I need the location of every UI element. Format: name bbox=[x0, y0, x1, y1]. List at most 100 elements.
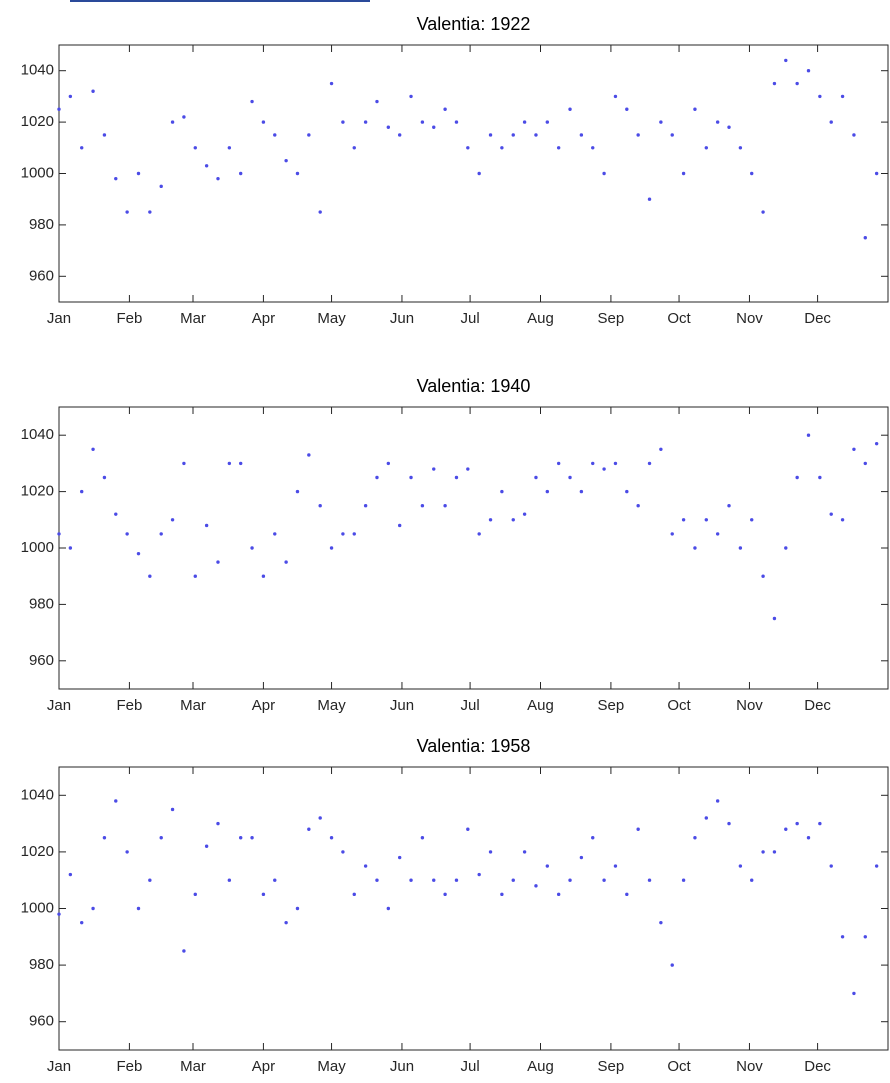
data-point bbox=[204, 844, 209, 848]
y-tick-label: 1020 bbox=[21, 113, 54, 130]
data-point bbox=[659, 120, 663, 124]
data-point bbox=[375, 878, 379, 882]
data-point bbox=[284, 920, 288, 925]
data-point bbox=[295, 489, 300, 494]
x-tick-label: Jul bbox=[460, 1058, 479, 1075]
data-point bbox=[250, 546, 254, 550]
data-point bbox=[295, 906, 300, 911]
x-tick-label: Dec bbox=[804, 310, 831, 327]
data-point bbox=[613, 94, 618, 99]
data-point bbox=[591, 146, 595, 150]
data-point bbox=[806, 836, 811, 840]
data-point bbox=[420, 504, 425, 508]
data-point bbox=[375, 475, 379, 480]
data-point bbox=[647, 878, 652, 882]
data-point bbox=[102, 836, 107, 840]
data-point bbox=[136, 906, 141, 911]
x-tick-label: Jun bbox=[390, 310, 414, 327]
x-tick-label: Jul bbox=[460, 697, 479, 714]
data-point bbox=[375, 99, 379, 104]
data-point bbox=[750, 171, 754, 176]
data-point bbox=[466, 146, 470, 150]
data-point bbox=[829, 864, 833, 868]
data-point bbox=[784, 546, 788, 550]
data-point bbox=[57, 107, 61, 111]
y-tick-label: 960 bbox=[29, 267, 54, 284]
data-point bbox=[466, 467, 470, 471]
data-point bbox=[397, 855, 402, 860]
data-point bbox=[863, 236, 867, 240]
data-point bbox=[625, 892, 629, 897]
data-point bbox=[625, 489, 629, 494]
data-point bbox=[352, 532, 356, 536]
data-point bbox=[511, 518, 515, 522]
x-tick-label: May bbox=[317, 310, 346, 327]
data-point bbox=[261, 892, 266, 897]
data-point bbox=[432, 878, 436, 882]
data-point bbox=[363, 864, 368, 868]
data-point bbox=[818, 821, 822, 826]
data-point bbox=[318, 504, 322, 508]
data-point bbox=[874, 441, 879, 446]
x-tick-label: Jan bbox=[47, 310, 71, 327]
x-tick-label: Jun bbox=[390, 697, 414, 714]
data-point bbox=[477, 532, 481, 536]
data-point bbox=[556, 146, 561, 150]
x-tick-label: Feb bbox=[116, 697, 142, 714]
data-point bbox=[704, 816, 709, 820]
data-point bbox=[795, 821, 799, 826]
data-point bbox=[829, 120, 833, 124]
data-point bbox=[863, 461, 867, 466]
data-point bbox=[238, 171, 243, 176]
data-point bbox=[68, 872, 73, 877]
data-point bbox=[159, 184, 163, 189]
data-point bbox=[114, 512, 118, 516]
data-point bbox=[840, 94, 845, 99]
data-point bbox=[170, 120, 175, 124]
data-point bbox=[261, 120, 266, 124]
data-point bbox=[534, 475, 538, 480]
y-tick-label: 980 bbox=[29, 956, 54, 973]
data-point bbox=[386, 125, 391, 129]
data-point bbox=[829, 512, 833, 516]
data-point bbox=[148, 878, 152, 882]
data-point bbox=[307, 133, 311, 137]
x-tick-label: Apr bbox=[252, 310, 275, 327]
data-point bbox=[273, 133, 277, 137]
x-tick-label: Dec bbox=[804, 697, 831, 714]
data-point bbox=[159, 532, 163, 536]
data-point bbox=[114, 176, 118, 181]
data-point bbox=[704, 146, 709, 150]
x-tick-label: Mar bbox=[180, 697, 206, 714]
data-point bbox=[352, 892, 356, 897]
chart-title: Valentia: 1958 bbox=[417, 736, 531, 756]
data-point bbox=[636, 827, 640, 831]
data-point bbox=[534, 133, 538, 137]
data-point bbox=[545, 489, 550, 494]
data-point bbox=[193, 892, 197, 897]
x-tick-label: Sep bbox=[598, 1058, 625, 1075]
x-tick-label: Sep bbox=[598, 697, 625, 714]
data-point bbox=[204, 523, 209, 528]
data-point bbox=[397, 133, 402, 137]
x-tick-label: May bbox=[317, 1058, 346, 1075]
data-point bbox=[636, 133, 640, 137]
y-tick-label: 1000 bbox=[21, 899, 54, 916]
data-point bbox=[454, 120, 459, 124]
data-point bbox=[170, 807, 175, 812]
data-point bbox=[68, 94, 73, 99]
y-tick-label: 1040 bbox=[21, 62, 54, 79]
data-point bbox=[715, 120, 720, 124]
data-point bbox=[681, 878, 686, 882]
data-point bbox=[238, 461, 243, 466]
data-point bbox=[840, 935, 845, 939]
data-point bbox=[761, 850, 765, 854]
data-point bbox=[193, 146, 197, 150]
data-point bbox=[738, 864, 743, 868]
data-point bbox=[125, 850, 129, 854]
x-tick-label: Apr bbox=[252, 697, 275, 714]
data-point bbox=[670, 532, 674, 536]
data-point bbox=[693, 546, 697, 550]
data-point bbox=[556, 461, 561, 466]
